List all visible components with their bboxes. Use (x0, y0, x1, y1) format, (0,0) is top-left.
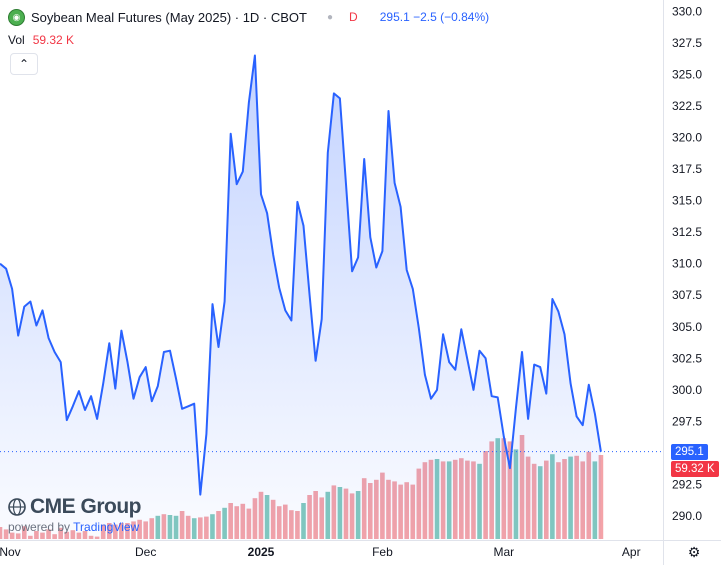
y-tick-label: 322.5 (672, 99, 702, 113)
chevron-up-icon: ⌃ (18, 57, 30, 71)
change-value: −2.5 (−0.84%) (413, 10, 490, 24)
y-tick-label: 310.0 (672, 257, 702, 271)
x-tick-label: Mar (493, 545, 514, 559)
status-dot-icon: ● (327, 11, 334, 23)
cme-group-text: CME Group (30, 495, 142, 518)
powered-by[interactable]: powered by TradingView (8, 520, 141, 534)
x-tick-label: 2025 (248, 545, 275, 559)
y-tick-label: 290.0 (672, 509, 702, 523)
tradingview-text: TradingView (73, 520, 140, 534)
branding: CME Group powered by TradingView (8, 495, 142, 534)
y-tick-label: 307.5 (672, 288, 702, 302)
last-price: 295.1 (379, 10, 410, 24)
symbol-title[interactable]: Soybean Meal Futures (May 2025) · 1D · C… (31, 9, 307, 25)
cme-globe-icon (8, 498, 26, 516)
y-tick-label: 315.0 (672, 194, 702, 208)
collapse-legend-button[interactable]: ⌃ (10, 53, 38, 75)
price-change: 295.1 −2.5 (−0.84%) (380, 10, 489, 24)
y-tick-label: 297.5 (672, 414, 702, 428)
y-tick-label: 320.0 (672, 131, 702, 145)
y-tick-label: 325.0 (672, 67, 702, 81)
y-tick-label: 312.5 (672, 225, 702, 239)
x-tick-label: Dec (135, 545, 156, 559)
y-tick-label: 302.5 (672, 351, 702, 365)
last-volume-tag: 59.32 K (671, 461, 719, 477)
volume-bar (598, 455, 604, 539)
settings-gear-icon[interactable]: ⚙ (687, 544, 701, 560)
x-tick-label: Nov (0, 545, 21, 559)
y-tick-label: 300.0 (672, 383, 702, 397)
data-flag: D (349, 10, 358, 24)
cme-group-logo[interactable]: CME Group (8, 495, 142, 519)
price-area-fill (0, 55, 601, 540)
last-price-tag: 295.1 (671, 444, 708, 460)
y-tick-label: 327.5 (672, 36, 702, 50)
chart-header: ◉ Soybean Meal Futures (May 2025) · 1D ·… (8, 8, 489, 26)
volume-legend: Vol 59.32 K (8, 33, 74, 47)
price-line (0, 54, 602, 496)
symbol-logo-icon: ◉ (8, 8, 25, 26)
volume-value: 59.32 K (32, 33, 75, 47)
y-tick-label: 330.0 (672, 4, 702, 18)
y-tick-label: 292.5 (672, 477, 702, 491)
x-tick-label: Feb (372, 545, 393, 559)
y-tick-label: 317.5 (672, 162, 702, 176)
x-tick-label: Apr (622, 545, 641, 559)
volume-label: Vol (8, 33, 25, 47)
y-tick-label: 305.0 (672, 320, 702, 334)
powered-by-text: powered by (8, 520, 71, 534)
